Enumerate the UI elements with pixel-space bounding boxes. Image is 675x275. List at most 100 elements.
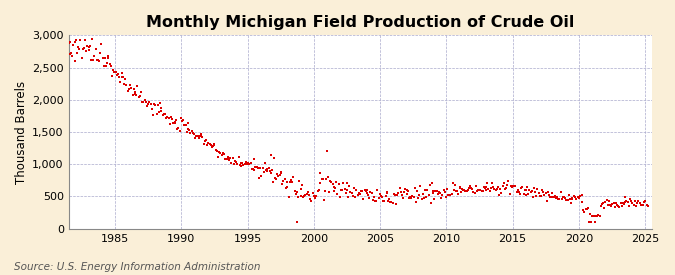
Point — [162, 115, 173, 119]
Point — [460, 189, 470, 193]
Point — [199, 139, 210, 143]
Point — [103, 54, 114, 59]
Point — [634, 201, 645, 206]
Point — [263, 166, 274, 170]
Point — [257, 165, 268, 170]
Point — [279, 177, 290, 182]
Point — [543, 193, 554, 197]
Point — [281, 186, 292, 190]
Point — [142, 104, 153, 109]
Point — [88, 58, 99, 62]
Point — [437, 193, 448, 197]
Point — [485, 186, 496, 190]
Point — [165, 122, 176, 126]
Point — [317, 177, 327, 182]
Point — [519, 188, 530, 192]
Point — [422, 188, 433, 192]
Point — [375, 192, 385, 196]
Point — [122, 89, 133, 93]
Point — [408, 195, 419, 199]
Point — [286, 177, 296, 182]
Point — [266, 171, 277, 176]
Point — [81, 49, 92, 54]
Point — [553, 196, 564, 201]
Point — [83, 47, 94, 52]
Point — [489, 187, 500, 191]
Point — [451, 189, 462, 194]
Point — [567, 196, 578, 200]
Point — [202, 142, 213, 147]
Point — [159, 112, 169, 117]
Point — [77, 46, 88, 51]
Point — [186, 129, 197, 134]
Point — [372, 188, 383, 192]
Point — [585, 220, 596, 224]
Point — [104, 61, 115, 66]
Point — [108, 68, 119, 73]
Point — [520, 193, 531, 197]
Point — [97, 56, 108, 60]
Point — [311, 194, 322, 199]
Point — [362, 193, 373, 197]
Point — [277, 182, 288, 186]
Point — [415, 184, 426, 189]
Point — [322, 174, 333, 179]
Point — [243, 161, 254, 165]
Point — [547, 195, 558, 199]
Point — [308, 193, 319, 198]
Point — [337, 188, 348, 192]
Point — [82, 44, 92, 48]
Point — [83, 45, 94, 50]
Point — [260, 161, 271, 166]
Point — [502, 183, 512, 187]
Point — [588, 214, 599, 218]
Point — [378, 199, 389, 204]
Point — [269, 156, 279, 160]
Point — [405, 195, 416, 199]
Point — [325, 179, 335, 183]
Point — [284, 180, 295, 184]
Point — [639, 200, 649, 204]
Point — [383, 197, 394, 201]
Point — [466, 186, 477, 191]
Point — [389, 193, 400, 197]
Point — [579, 210, 590, 214]
Point — [89, 53, 100, 58]
Point — [523, 192, 534, 197]
Point — [538, 190, 549, 194]
Point — [401, 188, 412, 192]
Point — [208, 144, 219, 148]
Point — [371, 199, 381, 204]
Point — [210, 147, 221, 152]
Point — [643, 204, 653, 208]
Point — [511, 190, 522, 194]
Point — [480, 186, 491, 190]
Point — [299, 194, 310, 198]
Point — [145, 102, 156, 106]
Point — [99, 64, 109, 68]
Point — [222, 155, 233, 159]
Point — [86, 37, 97, 41]
Point — [554, 197, 565, 201]
Point — [543, 190, 554, 194]
Point — [171, 127, 182, 131]
Point — [261, 168, 271, 172]
Point — [602, 203, 613, 207]
Point — [576, 200, 587, 204]
Point — [597, 202, 608, 206]
Point — [217, 151, 228, 156]
Point — [282, 180, 293, 184]
Point — [333, 182, 344, 186]
Point — [518, 192, 529, 196]
Point — [168, 121, 179, 125]
Point — [205, 142, 215, 147]
Point — [381, 191, 392, 196]
Point — [439, 190, 450, 194]
Point — [131, 93, 142, 98]
Point — [406, 196, 416, 200]
Point — [148, 102, 159, 107]
Point — [464, 186, 475, 190]
Point — [477, 189, 488, 193]
Point — [470, 183, 481, 188]
Point — [327, 182, 338, 186]
